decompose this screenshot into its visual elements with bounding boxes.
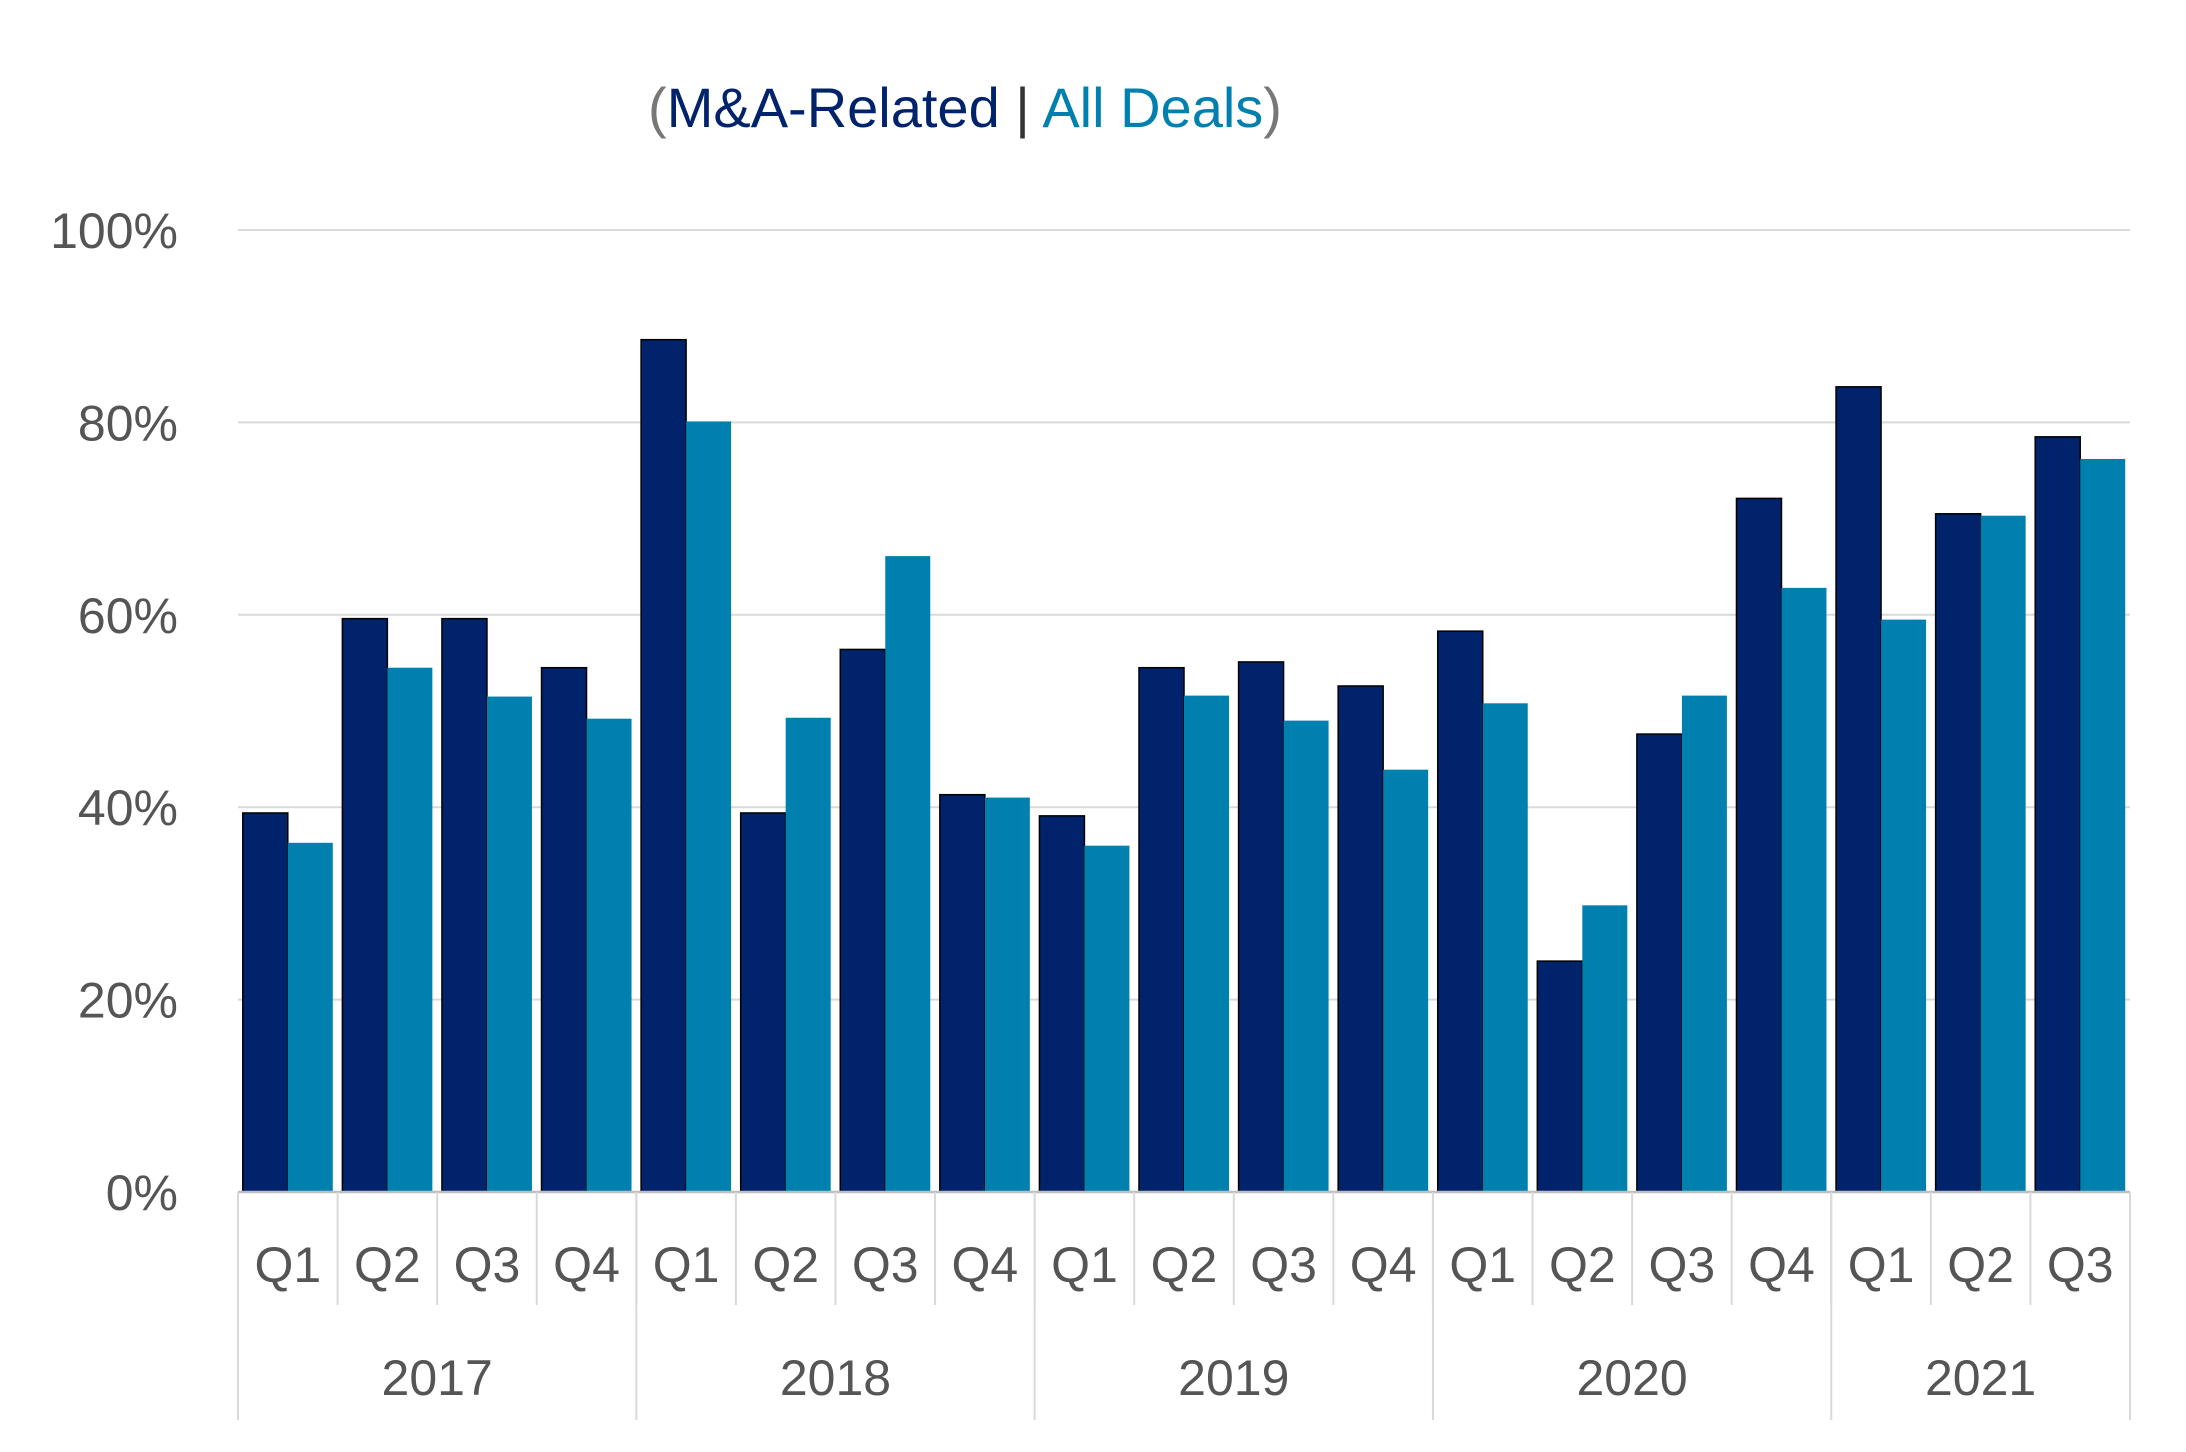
bar-all-deals — [1582, 905, 1628, 1192]
bar-all-deals — [1881, 619, 1927, 1192]
x-tick-label: Q4 — [951, 1237, 1018, 1293]
bar-ma-related — [1835, 386, 1882, 1193]
x-tick-label: Q1 — [1051, 1237, 1118, 1293]
y-tick-label: 20% — [78, 973, 178, 1029]
bar-all-deals — [586, 718, 632, 1192]
x-tick-label: Q2 — [752, 1237, 819, 1293]
x-tick-label: Q1 — [1848, 1237, 1915, 1293]
title-separator: | — [999, 76, 1043, 139]
bar-ma-related — [1636, 733, 1683, 1193]
bar-ma-related — [939, 793, 986, 1193]
x-tick-label: Q1 — [254, 1237, 321, 1293]
bar-all-deals — [1482, 703, 1528, 1192]
bar-all-deals — [287, 842, 333, 1192]
bar-all-deals — [486, 696, 532, 1192]
bar-ma-related — [242, 812, 289, 1193]
bar-all-deals — [1681, 695, 1727, 1192]
y-tick-label: 40% — [78, 780, 178, 836]
x-group-label: 2019 — [1178, 1350, 1289, 1406]
bar-all-deals — [686, 421, 732, 1192]
bar-all-deals — [2080, 458, 2126, 1192]
y-tick-label: 80% — [78, 395, 178, 451]
x-group-label: 2020 — [1576, 1350, 1687, 1406]
title-open-paren: ( — [648, 76, 667, 139]
title-series-ma-related: M&A-Related — [666, 76, 1000, 139]
x-tick-label: Q3 — [454, 1237, 521, 1293]
bars — [242, 338, 2126, 1193]
x-tick-label: Q4 — [553, 1237, 620, 1293]
x-tick-label: Q4 — [1350, 1237, 1417, 1293]
bar-ma-related — [441, 617, 488, 1193]
x-tick-label: Q1 — [1449, 1237, 1516, 1293]
x-tick-label: Q3 — [2047, 1237, 2114, 1293]
bar-all-deals — [984, 797, 1030, 1192]
bar-ma-related — [1138, 666, 1185, 1193]
bar-all-deals — [785, 717, 831, 1192]
x-tick-label: Q2 — [1947, 1237, 2014, 1293]
bar-all-deals — [1084, 845, 1130, 1192]
bar-ma-related — [739, 812, 787, 1193]
bar-all-deals — [1781, 587, 1827, 1192]
bar-ma-related — [341, 617, 389, 1193]
bar-ma-related — [640, 338, 687, 1193]
x-tick-label: Q2 — [1549, 1237, 1616, 1293]
bar-ma-related — [540, 666, 588, 1193]
bar-ma-related — [1536, 960, 1584, 1193]
chart-title: (M&A-Related | All Deals) — [0, 72, 1930, 144]
bar-ma-related — [1934, 513, 1982, 1193]
y-tick-label: 0% — [106, 1165, 178, 1221]
bar-ma-related — [2034, 436, 2081, 1193]
bar-all-deals — [1184, 695, 1229, 1192]
x-tick-label: Q3 — [852, 1237, 919, 1293]
bar-all-deals — [1980, 515, 2026, 1192]
bar-all-deals — [885, 556, 931, 1192]
bar-ma-related — [1237, 661, 1285, 1193]
x-group-label: 2017 — [382, 1350, 493, 1406]
x-axis-ticks: Q1 Q2 Q3 Q4 Q1 Q2 Q3 Q4 Q1 Q2 Q3 Q4 Q1 Q2 Q3 Q4 Q1 Q2 Q3 20… — [237, 1192, 2131, 1420]
bar-ma-related — [839, 648, 887, 1193]
bar-all-deals — [1383, 769, 1429, 1192]
bar-ma-related — [1337, 685, 1384, 1193]
x-group-label: 2021 — [1925, 1350, 2036, 1406]
y-tick-label: 60% — [78, 588, 178, 644]
bar-ma-related — [1735, 497, 1783, 1193]
bar-ma-related — [1038, 815, 1086, 1193]
x-tick-label: Q2 — [354, 1237, 421, 1293]
y-tick-label: 100% — [50, 203, 178, 259]
x-tick-label: Q1 — [653, 1237, 720, 1293]
bar-ma-related — [1436, 630, 1484, 1193]
x-tick-label: Q3 — [1649, 1237, 1716, 1293]
title-close-paren: ) — [1263, 76, 1282, 139]
bar-all-deals — [387, 667, 433, 1192]
y-axis-ticks: 0% 20% 40% 60% 80% 100% — [50, 203, 178, 1221]
title-series-all-deals: All Deals — [1042, 76, 1264, 139]
x-tick-label: Q3 — [1250, 1237, 1317, 1293]
x-tick-label: Q2 — [1151, 1237, 1218, 1293]
bar-all-deals — [1283, 720, 1329, 1192]
x-group-label: 2018 — [780, 1350, 891, 1406]
x-tick-label: Q4 — [1748, 1237, 1815, 1293]
